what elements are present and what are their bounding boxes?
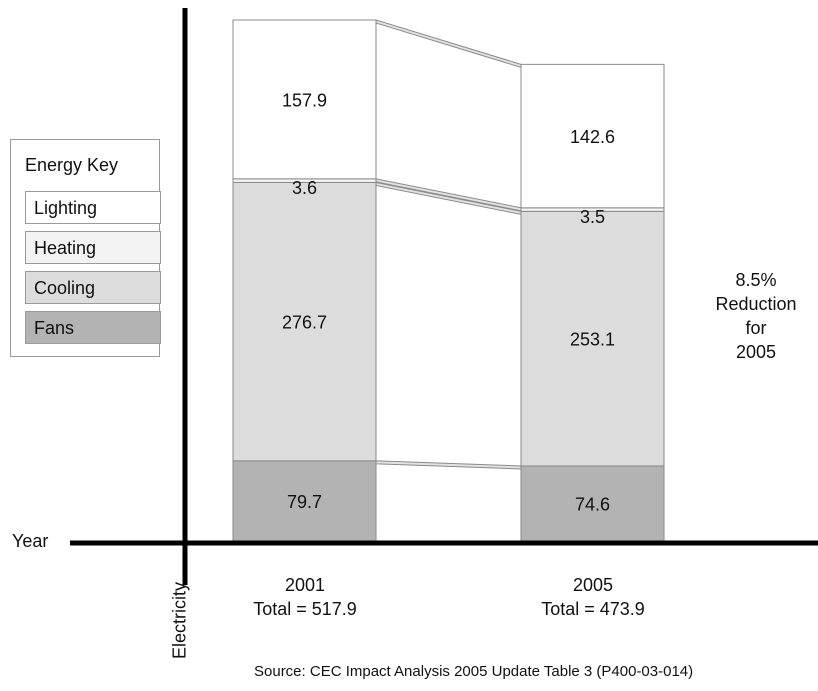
reduction-line-4: 2005 — [735, 342, 777, 362]
source-note: Source: CEC Impact Analysis 2005 Update … — [254, 663, 694, 680]
data-label-2005-fans: 74.6 — [575, 494, 610, 514]
data-label-2005-cooling: 253.1 — [570, 330, 615, 350]
connector-band-3 — [375, 178, 522, 212]
reduction-line-2: Reduction — [715, 294, 797, 314]
connector-bands — [375, 19, 522, 545]
y-axis-label: Electricity — [169, 582, 190, 660]
connector-band-1 — [375, 460, 522, 470]
bar-stacks — [232, 19, 665, 542]
category-2005: 2005 Total = 473.9 — [503, 573, 683, 621]
data-label-2001-heating: 3.6 — [292, 178, 317, 198]
legend-item-heating: Heating — [25, 231, 161, 264]
total-label-2005: Total = 473.9 — [541, 599, 645, 619]
data-label-2001-lighting: 157.9 — [282, 90, 327, 110]
bar-2005-cooling — [520, 210, 665, 467]
legend-item-fans: Fans — [25, 311, 161, 344]
reduction-line-1: 8.5% — [735, 270, 777, 290]
category-label-2005: 2005 — [572, 575, 614, 595]
energy-key-legend: Energy Key Lighting Heating Cooling Fans — [10, 139, 161, 357]
bar-2001-fans — [232, 460, 377, 542]
connector-band-4 — [375, 19, 522, 69]
legend-title: Energy Key — [25, 155, 119, 175]
bar-2005-fans — [520, 465, 665, 542]
data-label-2001-fans: 79.7 — [287, 492, 322, 512]
reduction-annotation: 8.5% Reduction for 2005 — [706, 268, 818, 364]
bar-2001-lighting — [232, 19, 377, 180]
data-label-2005-lighting: 142.6 — [570, 127, 615, 147]
connector-band-2 — [375, 181, 522, 215]
reduction-line-3: for — [745, 318, 767, 338]
data-label-2005-heating: 3.5 — [580, 207, 605, 227]
data-label-2001-cooling: 276.7 — [282, 313, 327, 333]
legend-item-cooling: Cooling — [25, 271, 161, 304]
category-label-2001: 2001 — [284, 575, 326, 595]
total-label-2001: Total = 517.9 — [253, 599, 357, 619]
bar-data-labels: 79.7 276.7 3.6 157.9 74.6 253.1 3.5 142.6 — [282, 90, 615, 514]
legend-item-lighting: Lighting — [25, 191, 161, 224]
x-axis-label: Year — [12, 531, 49, 551]
bar-2001-cooling — [232, 181, 377, 462]
bar-2005-lighting — [520, 63, 665, 209]
category-2001: 2001 Total = 517.9 — [215, 573, 395, 621]
